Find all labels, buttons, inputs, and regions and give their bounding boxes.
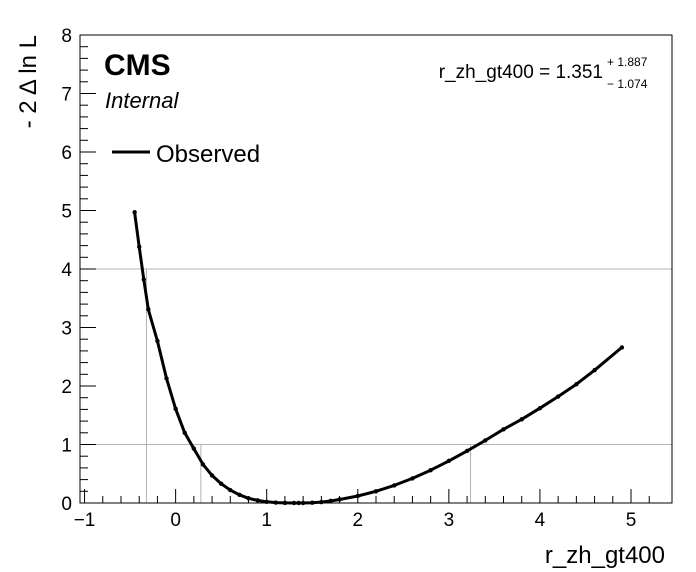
internal-label: Internal <box>105 88 179 113</box>
legend: Observed <box>112 141 260 168</box>
legend-label-observed: Observed <box>156 141 260 168</box>
data-point <box>228 487 233 493</box>
data-point <box>237 492 242 498</box>
x-tick-labels: −1 0 1 2 3 4 5 <box>74 510 637 531</box>
x-tick-label: 5 <box>626 510 637 531</box>
data-point <box>146 307 151 312</box>
y-tick-label: 8 <box>61 26 72 47</box>
y-tick-label: 5 <box>61 202 72 223</box>
y-tick-label: 1 <box>61 436 72 457</box>
data-point <box>218 481 224 486</box>
data-point <box>328 498 333 504</box>
data-point <box>446 458 452 464</box>
x-tick-label: 0 <box>170 510 181 531</box>
data-point <box>410 476 415 481</box>
x-tick-label: 4 <box>535 510 546 531</box>
data-point <box>191 446 197 451</box>
fit-result: r_zh_gt400 = 1.351 + 1.887 − 1.074 <box>439 55 648 91</box>
y-tick-label: 3 <box>61 319 72 340</box>
fit-result-down-error: − 1.074 <box>607 77 648 91</box>
x-tick-label: 3 <box>444 510 455 531</box>
reference-lines <box>80 268 672 503</box>
data-point <box>132 210 137 215</box>
cms-label: CMS <box>104 49 171 82</box>
data-point <box>209 473 215 478</box>
data-point <box>164 376 169 381</box>
axis-ticks <box>80 46 650 504</box>
data-point <box>373 489 379 494</box>
data-point <box>555 394 561 399</box>
x-tick-label: −1 <box>74 510 96 531</box>
x-tick-label: 2 <box>352 510 363 531</box>
y-tick-label: 7 <box>61 85 72 106</box>
fit-result-up-error: + 1.887 <box>607 55 648 69</box>
y-tick-labels: 0 1 2 3 4 5 6 7 8 <box>61 26 72 515</box>
y-tick-label: 6 <box>61 143 72 164</box>
data-point <box>574 382 579 387</box>
data-point <box>501 427 506 432</box>
y-tick-label: 2 <box>61 377 72 398</box>
data-point <box>537 406 543 411</box>
data-point <box>173 406 178 412</box>
data-point <box>141 277 146 282</box>
data-point <box>182 430 187 435</box>
data-point <box>619 345 625 350</box>
y-tick-label: 0 <box>61 494 72 515</box>
data-point <box>200 462 206 467</box>
data-point <box>155 338 160 344</box>
data-point <box>428 468 433 473</box>
data-point <box>255 498 260 503</box>
x-axis-label: r_zh_gt400 <box>545 542 665 569</box>
y-tick-label: 4 <box>61 260 72 281</box>
data-point <box>137 244 142 249</box>
data-point <box>483 438 488 443</box>
data-point <box>392 483 397 488</box>
data-point <box>592 368 597 373</box>
data-point <box>519 417 524 422</box>
x-tick-label: 1 <box>261 510 272 531</box>
y-axis-label: - 2 Δ ln L <box>15 35 42 128</box>
data-point <box>464 448 470 454</box>
fit-result-value: r_zh_gt400 = 1.351 <box>439 62 603 83</box>
